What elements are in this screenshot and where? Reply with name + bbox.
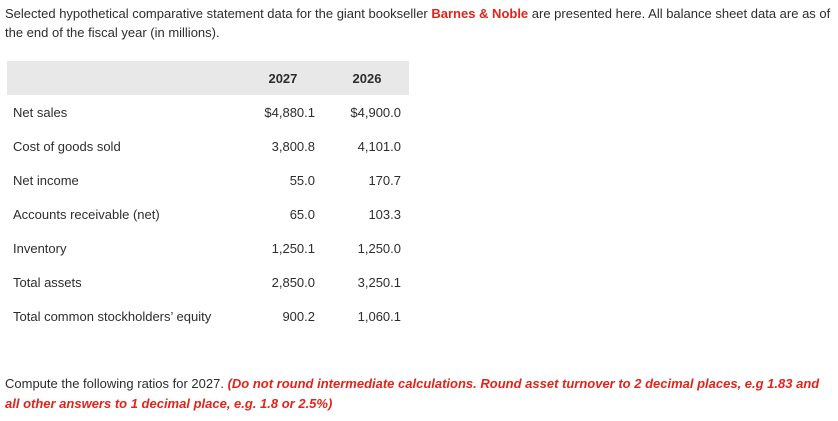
value-2026: 103.3 <box>368 206 401 222</box>
value-2026: 4,101.0 <box>357 138 401 154</box>
header-label-column <box>7 61 241 95</box>
row-label: Inventory <box>13 240 67 256</box>
value-2026: $4,900.0 <box>350 104 401 120</box>
value-2027: $4,880.1 <box>264 104 315 120</box>
intro-text-before: Selected hypothetical comparative statem… <box>5 6 432 21</box>
table-header-row: 2027 2026 <box>7 61 409 95</box>
comparative-statement-table: 2027 2026 Net sales $4,880.1 $4,900.0 Co… <box>7 61 409 333</box>
header-year-2026: 2026 <box>325 61 409 95</box>
header-year-2027: 2027 <box>240 61 325 95</box>
value-2027: 900.2 <box>282 308 315 324</box>
table-row: Accounts receivable (net) 65.0 103.3 <box>7 197 409 231</box>
value-2026: 170.7 <box>368 172 401 188</box>
instructions-paragraph: Compute the following ratios for 2027. (… <box>5 374 833 414</box>
row-label: Total assets <box>13 274 82 290</box>
table-row: Cost of goods sold 3,800.8 4,101.0 <box>7 129 409 163</box>
value-2026: 3,250.1 <box>357 274 401 290</box>
value-2026: 1,060.1 <box>357 308 401 324</box>
table-row: Net sales $4,880.1 $4,900.0 <box>7 95 409 129</box>
table-row: Net income 55.0 170.7 <box>7 163 409 197</box>
rounding-note: (Do not round intermediate calculations.… <box>5 376 820 411</box>
intro-paragraph: Selected hypothetical comparative statem… <box>5 4 835 42</box>
row-label: Total common stockholders’ equity <box>13 308 212 324</box>
table-row: Total assets 2,850.0 3,250.1 <box>7 265 409 299</box>
instructions-text: Compute the following ratios for 2027. <box>5 376 228 391</box>
row-label: Net sales <box>13 104 68 120</box>
value-2027: 1,250.1 <box>271 240 315 256</box>
value-2026: 1,250.0 <box>357 240 401 256</box>
row-label: Net income <box>13 172 79 188</box>
company-name: Barnes & Noble <box>431 6 529 21</box>
value-2027: 3,800.8 <box>271 138 315 154</box>
row-label: Cost of goods sold <box>13 138 121 154</box>
intro-text-after: are presented here. All balance sheet da… <box>5 6 831 40</box>
value-2027: 65.0 <box>289 206 315 222</box>
table-row: Inventory 1,250.1 1,250.0 <box>7 231 409 265</box>
table-row: Total common stockholders’ equity 900.2 … <box>7 299 409 333</box>
value-2027: 2,850.0 <box>271 274 315 290</box>
row-label: Accounts receivable (net) <box>13 206 160 222</box>
value-2027: 55.0 <box>289 172 315 188</box>
